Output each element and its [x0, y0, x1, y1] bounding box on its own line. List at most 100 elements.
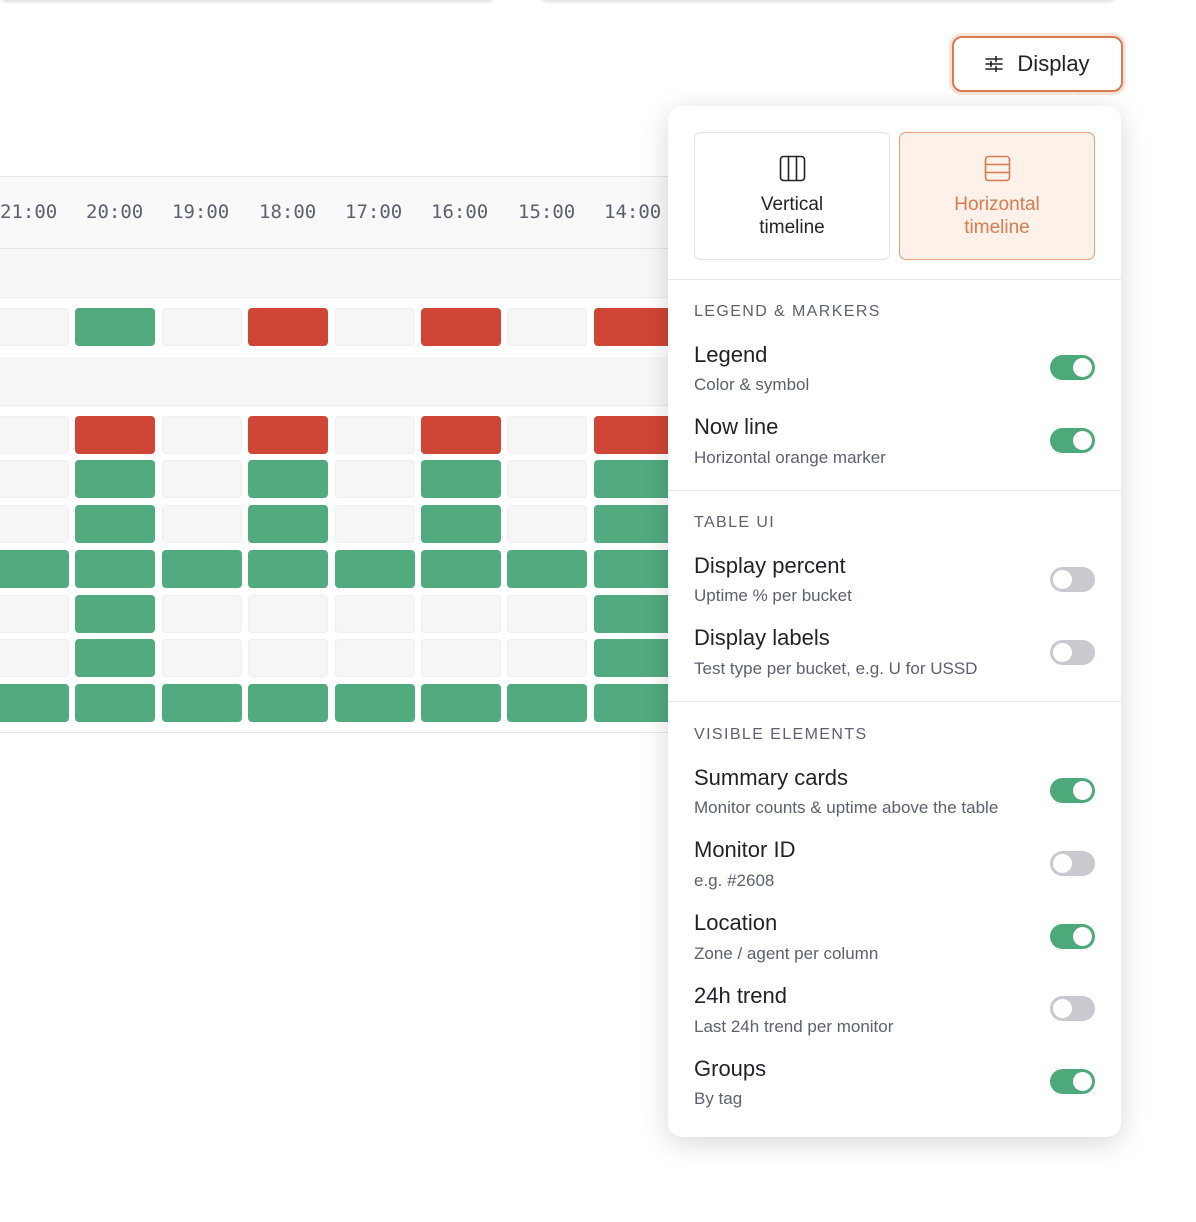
option-subtitle-display-percent: Uptime % per bucket	[694, 586, 852, 605]
vertical-timeline-option[interactable]: Vertical timeline	[694, 132, 890, 260]
hour-label: 14:00	[604, 201, 662, 223]
status-cell-up[interactable]	[0, 684, 69, 722]
section-title-legend-markers: LEGEND & MARKERS	[694, 303, 881, 320]
status-cell-empty[interactable]	[248, 595, 328, 633]
status-cell-empty[interactable]	[0, 595, 69, 633]
status-cell-empty[interactable]	[507, 505, 587, 543]
status-cell-empty[interactable]	[0, 505, 69, 543]
status-cell-up[interactable]	[421, 460, 501, 498]
status-cell-up[interactable]	[248, 684, 328, 722]
status-cell-up[interactable]	[248, 505, 328, 543]
group-band	[0, 249, 668, 298]
status-cell-up[interactable]	[594, 550, 668, 588]
location-toggle[interactable]	[1050, 924, 1095, 949]
status-cell-up[interactable]	[507, 550, 587, 588]
status-cell-up[interactable]	[421, 505, 501, 543]
status-cell-empty[interactable]	[0, 416, 69, 454]
status-cell-empty[interactable]	[162, 460, 242, 498]
status-cell-up[interactable]	[75, 460, 155, 498]
display-labels-toggle[interactable]	[1050, 640, 1095, 665]
status-cell-up[interactable]	[594, 595, 668, 633]
status-cell-up[interactable]	[421, 550, 501, 588]
status-cell-up[interactable]	[335, 684, 415, 722]
status-cell-empty[interactable]	[335, 416, 415, 454]
hour-label: 17:00	[345, 201, 403, 223]
status-cell-up[interactable]	[75, 308, 155, 346]
option-subtitle-monitor-id: e.g. #2608	[694, 871, 775, 890]
hour-label: 18:00	[259, 201, 317, 223]
status-cell-down[interactable]	[421, 308, 501, 346]
status-cell-up[interactable]	[507, 684, 587, 722]
status-cell-up[interactable]	[594, 684, 668, 722]
status-cell-empty[interactable]	[248, 639, 328, 677]
status-cell-down[interactable]	[594, 308, 668, 346]
status-cell-up[interactable]	[335, 550, 415, 588]
status-cell-empty[interactable]	[507, 416, 587, 454]
now-line-toggle[interactable]	[1050, 428, 1095, 453]
section-divider	[668, 701, 1121, 702]
status-cell-up[interactable]	[594, 505, 668, 543]
summary-cards-toggle[interactable]	[1050, 778, 1095, 803]
status-cell-empty[interactable]	[162, 505, 242, 543]
status-cell-down[interactable]	[421, 416, 501, 454]
option-subtitle-location: Zone / agent per column	[694, 944, 879, 963]
table-bottom-border	[0, 732, 668, 733]
horizontal-timeline-option[interactable]: Horizontal timeline	[899, 132, 1095, 260]
option-title-legend: Legend	[694, 342, 768, 367]
option-title-display-labels: Display labels	[694, 625, 830, 650]
status-cell-up[interactable]	[248, 550, 328, 588]
display-percent-toggle[interactable]	[1050, 567, 1095, 592]
hour-label: 16:00	[431, 201, 489, 223]
option-title-display-percent: Display percent	[694, 553, 846, 578]
option-title-summary-cards: Summary cards	[694, 765, 849, 790]
hour-label: 15:00	[518, 201, 576, 223]
status-cell-empty[interactable]	[162, 308, 242, 346]
option-subtitle-now-line: Horizontal orange marker	[694, 448, 886, 467]
hour-label: 19:00	[172, 201, 230, 223]
status-cell-empty[interactable]	[0, 639, 69, 677]
display-button[interactable]: Display	[952, 36, 1123, 92]
timeline-table: 21:00 20:00 19:00 18:00 17:00 16:00 15:0…	[0, 176, 668, 733]
status-cell-up[interactable]	[75, 639, 155, 677]
timeline-header: 21:00 20:00 19:00 18:00 17:00 16:00 15:0…	[0, 176, 668, 249]
status-cell-empty[interactable]	[335, 639, 415, 677]
status-cell-down[interactable]	[248, 416, 328, 454]
status-cell-down[interactable]	[594, 416, 668, 454]
status-cell-up[interactable]	[594, 639, 668, 677]
status-cell-empty[interactable]	[335, 460, 415, 498]
section-title-table-ui: TABLE UI	[694, 514, 776, 531]
status-cell-empty[interactable]	[0, 308, 69, 346]
status-cell-empty[interactable]	[507, 308, 587, 346]
status-cell-empty[interactable]	[421, 595, 501, 633]
status-cell-up[interactable]	[75, 684, 155, 722]
option-title-location: Location	[694, 910, 778, 935]
status-cell-empty[interactable]	[162, 416, 242, 454]
status-cell-empty[interactable]	[507, 639, 587, 677]
status-cell-empty[interactable]	[507, 595, 587, 633]
status-cell-up[interactable]	[75, 505, 155, 543]
display-popover: Vertical timeline Horizontal timeline LE…	[668, 106, 1121, 1137]
status-cell-up[interactable]	[162, 550, 242, 588]
status-cell-empty[interactable]	[335, 595, 415, 633]
legend-toggle[interactable]	[1050, 355, 1095, 380]
status-cell-up[interactable]	[162, 684, 242, 722]
status-cell-empty[interactable]	[421, 639, 501, 677]
section-divider	[668, 279, 1121, 280]
status-cell-up[interactable]	[421, 684, 501, 722]
status-cell-up[interactable]	[0, 550, 69, 588]
status-cell-up[interactable]	[75, 595, 155, 633]
status-cell-empty[interactable]	[0, 460, 69, 498]
status-cell-up[interactable]	[248, 460, 328, 498]
status-cell-empty[interactable]	[162, 595, 242, 633]
status-cell-empty[interactable]	[162, 639, 242, 677]
monitor-id-toggle[interactable]	[1050, 851, 1095, 876]
status-cell-empty[interactable]	[335, 308, 415, 346]
groups-toggle[interactable]	[1050, 1069, 1095, 1094]
status-cell-down[interactable]	[75, 416, 155, 454]
24h-trend-toggle[interactable]	[1050, 996, 1095, 1021]
status-cell-empty[interactable]	[507, 460, 587, 498]
status-cell-empty[interactable]	[335, 505, 415, 543]
status-cell-up[interactable]	[594, 460, 668, 498]
status-cell-down[interactable]	[248, 308, 328, 346]
status-cell-up[interactable]	[75, 550, 155, 588]
